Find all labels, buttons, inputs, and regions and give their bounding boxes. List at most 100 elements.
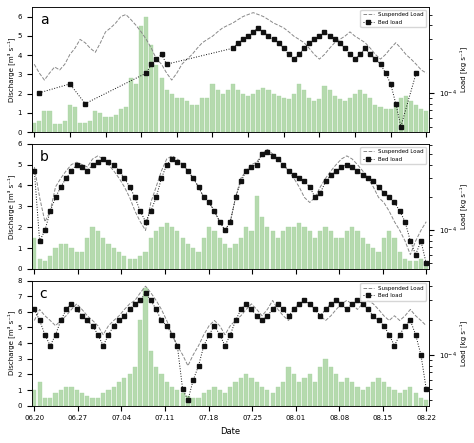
Bar — [164, 382, 169, 406]
Bar — [376, 253, 381, 269]
Bar — [88, 120, 92, 132]
Bar — [69, 248, 73, 269]
Bar — [389, 109, 393, 132]
Bar — [210, 84, 215, 132]
Bed load — [322, 29, 328, 35]
Bed load — [413, 70, 419, 76]
Suspended Load — [164, 70, 170, 76]
Bar — [207, 227, 211, 269]
Bed load — [349, 301, 355, 307]
Bed load — [271, 37, 276, 42]
Bar — [234, 244, 237, 269]
Bar — [239, 377, 243, 406]
Suspended Load — [185, 363, 191, 369]
Bed load — [365, 307, 371, 312]
Suspended Load — [235, 17, 241, 22]
Bar — [399, 97, 403, 132]
Bar — [404, 96, 408, 132]
Bar — [170, 93, 174, 132]
Bar — [68, 105, 72, 132]
Bed load — [31, 307, 37, 312]
Bar — [265, 390, 270, 406]
Bed load — [67, 81, 73, 86]
Bar — [139, 26, 143, 132]
Bar — [308, 231, 312, 269]
Bar — [312, 101, 316, 132]
Bar — [186, 396, 190, 406]
Bar — [202, 238, 206, 269]
Bar — [371, 382, 375, 406]
Bar — [164, 223, 169, 269]
Bed load — [31, 168, 37, 174]
Bar — [413, 260, 418, 269]
Bed load — [148, 62, 154, 67]
Legend: Suspended Load, Bed load: Suspended Load, Bed load — [360, 147, 426, 164]
Bed load — [154, 56, 159, 62]
Bed load — [363, 46, 368, 51]
Bar — [159, 227, 164, 269]
Bar — [260, 387, 264, 406]
Bar — [144, 253, 148, 269]
Bar — [356, 387, 359, 406]
Bed load — [82, 101, 88, 106]
Bar — [63, 120, 67, 132]
Bed load — [36, 90, 42, 95]
Bar — [387, 387, 391, 406]
Bar — [117, 382, 121, 406]
Bar — [297, 223, 301, 269]
Bar — [323, 227, 328, 269]
Bar — [43, 260, 47, 269]
Bar — [48, 256, 52, 269]
Bar — [190, 105, 194, 132]
Bar — [271, 231, 275, 269]
Bar — [85, 238, 90, 269]
Bar — [37, 120, 41, 132]
Bar — [398, 393, 402, 406]
Bed load — [360, 172, 365, 178]
Bar — [205, 97, 210, 132]
Line: Suspended Load: Suspended Load — [34, 286, 426, 366]
Bar — [334, 374, 338, 406]
Bar — [96, 398, 100, 406]
Bed load — [235, 40, 241, 45]
Bar — [58, 124, 62, 132]
Bar — [292, 93, 296, 132]
Bed load — [367, 52, 373, 57]
Bed load — [423, 386, 429, 392]
Legend: Suspended Load, Bed load: Suspended Load, Bed load — [360, 283, 426, 300]
Bar — [403, 390, 407, 406]
Bar — [358, 90, 362, 132]
Bed load — [333, 168, 339, 174]
Bar — [333, 96, 337, 132]
Bar — [403, 259, 407, 269]
Bar — [392, 390, 397, 406]
Suspended Load — [31, 62, 37, 67]
Bar — [144, 16, 148, 132]
Bed load — [63, 307, 69, 312]
Bar — [322, 86, 327, 132]
Bar — [185, 101, 189, 132]
Bar — [154, 231, 158, 269]
Bar — [134, 84, 138, 132]
Bar — [112, 248, 116, 269]
Suspended Load — [143, 284, 148, 289]
Bar — [138, 256, 142, 269]
Bar — [149, 238, 153, 269]
Bar — [398, 253, 402, 269]
Bar — [53, 124, 57, 132]
Bar — [64, 387, 68, 406]
Bar — [47, 111, 52, 132]
Bar — [297, 84, 301, 132]
Bed load — [347, 52, 353, 57]
Bar — [286, 227, 291, 269]
Bar — [191, 248, 195, 269]
Suspended Load — [365, 298, 371, 303]
Bar — [277, 96, 281, 132]
Bar — [382, 238, 386, 269]
Bar — [302, 90, 306, 132]
Bar — [160, 78, 164, 132]
Bed load — [342, 46, 348, 51]
Bar — [276, 387, 280, 406]
Bar — [338, 99, 342, 132]
Bar — [292, 227, 296, 269]
